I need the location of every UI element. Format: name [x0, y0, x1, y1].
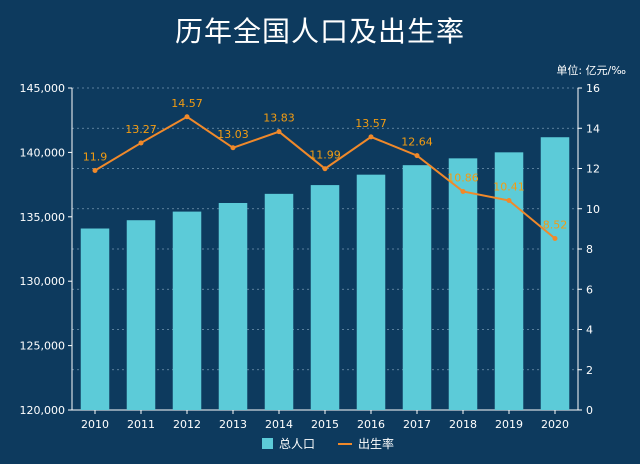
birth-rate-point-2017	[414, 153, 420, 159]
bar-2012	[172, 211, 202, 410]
unit-label: 单位: 亿元/‰	[556, 64, 626, 77]
birth-rate-data-label: 13.27	[125, 123, 157, 136]
right-tick-label: 8	[586, 243, 593, 256]
birth-rate-data-label: 13.83	[263, 112, 295, 125]
birth-rate-point-2014	[276, 129, 282, 135]
left-tick-label: 125,000	[20, 340, 66, 353]
birth-rate-data-label: 13.03	[217, 128, 249, 141]
x-tick-label: 2011	[127, 418, 155, 431]
bar-2010	[80, 228, 110, 410]
chart-title: 历年全国人口及出生率	[174, 15, 465, 48]
birth-rate-data-label: 10.41	[493, 180, 525, 193]
x-tick-label: 2017	[403, 418, 431, 431]
x-tick-label: 2019	[495, 418, 523, 431]
x-tick-label: 2016	[357, 418, 385, 431]
right-tick-label: 14	[586, 122, 600, 135]
bar-2017	[402, 165, 432, 410]
birth-rate-point-2011	[138, 140, 144, 146]
bar-2014	[264, 193, 294, 410]
bar-2019	[494, 152, 524, 410]
left-tick-label: 135,000	[20, 211, 66, 224]
legend-bar-swatch	[262, 438, 273, 449]
bar-2013	[218, 202, 248, 410]
left-tick-label: 140,000	[20, 146, 66, 159]
x-tick-label: 2010	[81, 418, 109, 431]
x-tick-label: 2020	[541, 418, 569, 431]
birth-rate-data-label: 13.57	[355, 117, 387, 130]
birth-rate-point-2010	[92, 168, 98, 174]
right-tick-label: 6	[586, 283, 593, 296]
bar-2018	[448, 158, 478, 410]
legend-line-label: 出生率	[358, 436, 394, 451]
left-tick-label: 130,000	[20, 275, 66, 288]
right-tick-label: 12	[586, 163, 600, 176]
bar-2016	[356, 174, 386, 410]
birth-rate-data-label: 11.9	[83, 151, 108, 164]
birth-rate-data-label: 12.64	[401, 136, 433, 149]
birth-rate-data-label: 10.86	[447, 171, 479, 184]
x-tick-label: 2014	[265, 418, 293, 431]
bar-2015	[310, 185, 340, 410]
left-tick-label: 145,000	[20, 82, 66, 95]
left-tick-label: 120,000	[20, 404, 66, 417]
x-tick-label: 2018	[449, 418, 477, 431]
x-tick-label: 2013	[219, 418, 247, 431]
bar-2020	[540, 137, 570, 410]
legend-bar-label: 总人口	[279, 437, 315, 451]
birth-rate-point-2018	[460, 188, 466, 194]
birth-rate-data-label: 8.52	[543, 219, 568, 232]
right-tick-label: 16	[586, 82, 600, 95]
birth-rate-point-2013	[230, 145, 236, 151]
birth-rate-point-2012	[184, 114, 190, 120]
bar-2011	[126, 220, 156, 410]
right-tick-label: 0	[586, 404, 593, 417]
x-tick-label: 2015	[311, 418, 339, 431]
right-tick-label: 4	[586, 324, 593, 337]
right-tick-label: 2	[586, 364, 593, 377]
birth-rate-data-label: 14.57	[171, 97, 203, 110]
x-tick-label: 2012	[173, 418, 201, 431]
birth-rate-point-2020	[552, 236, 558, 242]
birth-rate-point-2015	[322, 166, 328, 172]
birth-rate-point-2016	[368, 134, 374, 140]
right-tick-label: 10	[586, 203, 600, 216]
birth-rate-data-label: 11.99	[309, 149, 341, 162]
birth-rate-point-2019	[506, 197, 512, 203]
